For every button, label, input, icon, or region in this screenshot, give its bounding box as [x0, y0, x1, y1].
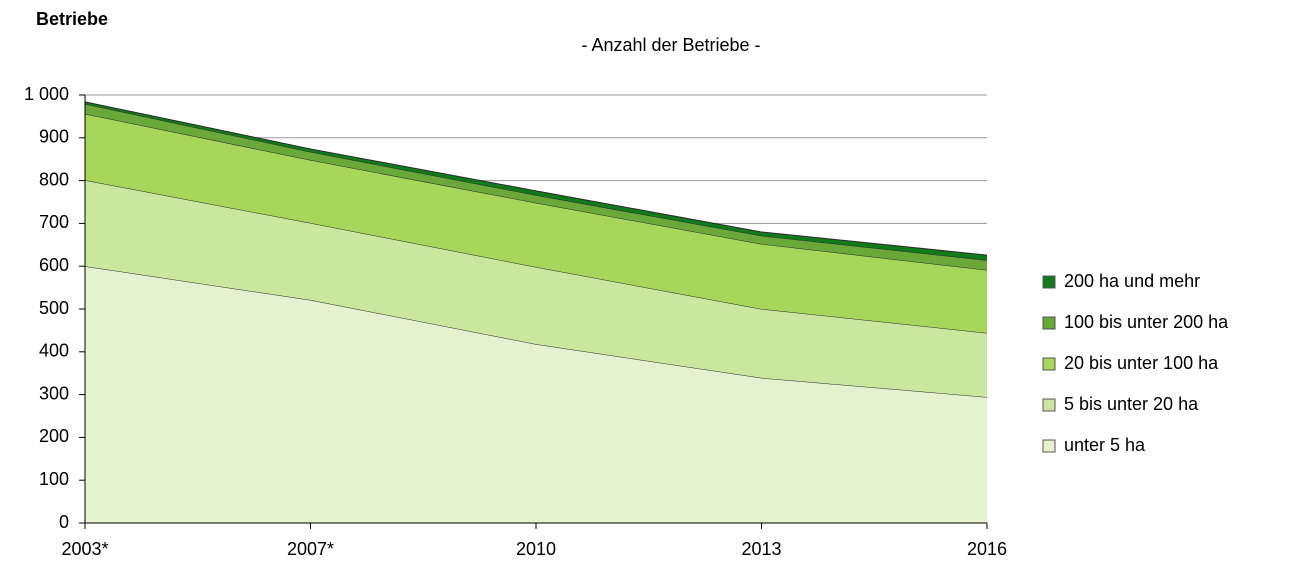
area — [85, 113, 987, 333]
legend-swatch — [1042, 316, 1056, 330]
x-tick-label: 2016 — [967, 539, 1007, 559]
legend-label: unter 5 ha — [1064, 435, 1146, 455]
legend-label: 200 ha und mehr — [1064, 271, 1200, 291]
y-tick-label: 100 — [39, 469, 69, 489]
y-tick-label: 900 — [39, 127, 69, 147]
y-tick-label: 0 — [59, 512, 69, 532]
legend-swatch — [1042, 439, 1056, 453]
y-tick-label: 500 — [39, 298, 69, 318]
legend-swatch — [1042, 275, 1056, 289]
y-tick-label: 300 — [39, 383, 69, 403]
y-axis-label: Betriebe — [36, 9, 108, 29]
y-tick-label: 200 — [39, 426, 69, 446]
legend-label: 20 bis unter 100 ha — [1064, 353, 1219, 373]
area — [85, 180, 987, 398]
y-tick-label: 400 — [39, 341, 69, 361]
y-tick-label: 1 000 — [24, 84, 69, 104]
chart-title: - Anzahl der Betriebe - — [581, 35, 760, 55]
x-tick-label: 2013 — [741, 539, 781, 559]
x-tick-label: 2010 — [516, 539, 556, 559]
y-tick-label: 700 — [39, 212, 69, 232]
legend-label: 5 bis unter 20 ha — [1064, 394, 1199, 414]
x-tick-label: 2007* — [287, 539, 334, 559]
y-tick-label: 600 — [39, 255, 69, 275]
y-tick-label: 800 — [39, 169, 69, 189]
area — [85, 266, 987, 523]
area-edge — [84, 101, 988, 256]
area — [85, 103, 987, 271]
x-tick-label: 2003* — [61, 539, 108, 559]
legend-swatch — [1042, 357, 1056, 371]
legend-swatch — [1042, 398, 1056, 412]
legend-label: 100 bis unter 200 ha — [1064, 312, 1229, 332]
